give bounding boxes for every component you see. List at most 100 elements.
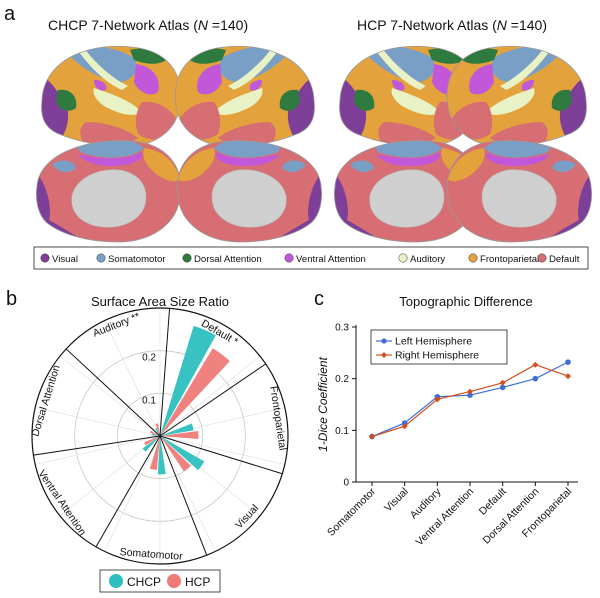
polar-rtick-2: 0.2 <box>142 353 156 364</box>
line-xtick-label-ventral-attention: Ventral Attention <box>414 486 477 549</box>
brain-medial-left-chcp <box>27 134 192 254</box>
line-ytick-label-3: 0.2 <box>335 374 349 385</box>
polar-category-ventral-attention: Ventral Attention <box>35 468 88 538</box>
line-legend-box <box>370 329 508 365</box>
polar-guide-line <box>59 355 161 437</box>
line-chart-title: Topographic Difference <box>399 294 532 309</box>
line-legend-marker-right-hemisphere <box>381 352 387 358</box>
polar-bar-hcp-visual <box>160 436 191 472</box>
legend-swatch-frontoparietal <box>468 253 478 263</box>
line-xtick-label-visual: Visual <box>382 486 411 515</box>
legend-label-ventral-attention: Ventral Attention <box>296 254 366 265</box>
line-legend-label-right-hemisphere: Right Hemisphere <box>395 350 479 362</box>
legend-swatch-somatomotor <box>96 253 106 263</box>
polar-category-somatomotor: Somatomotor <box>119 546 183 563</box>
polar-guide-line <box>35 435 161 465</box>
line-ytick-label-4: 0.3 <box>335 323 349 334</box>
panel-a-label: a <box>4 3 16 25</box>
polar-guide-line <box>159 355 261 437</box>
polar-bar-chcp-dorsal-attention <box>151 433 160 436</box>
legend-swatch-auditory <box>398 253 408 263</box>
polar-guide-line <box>35 407 161 437</box>
legend-label-dorsal-attention: Dorsal Attention <box>194 254 262 265</box>
polar-bar-chcp-auditory <box>155 428 160 436</box>
brain-medial-right-chcp <box>166 134 331 254</box>
legend-label-visual: Visual <box>52 254 78 265</box>
polar-sector-boundary <box>65 348 161 437</box>
polar-legend-swatch-hcp <box>167 574 181 588</box>
line-series-left-hemisphere <box>371 361 569 438</box>
legend-label-default: Default <box>549 254 580 265</box>
panel-c-label: c <box>314 288 324 310</box>
polar-bar-chcp-visual <box>160 436 205 471</box>
polar-sector-boundary <box>159 308 171 437</box>
line-point-right-hemisphere <box>565 373 571 380</box>
polar-legend-label-chcp: CHCP <box>127 575 161 589</box>
brain-lateral-right-chcp <box>162 38 327 158</box>
legend-label-frontoparietal: Frontoparietal <box>480 254 539 265</box>
polar-bar-chcp-frontoparietal <box>160 423 194 436</box>
line-point-right-hemisphere <box>369 433 375 440</box>
polar-rtick-1: 0.1 <box>142 395 156 406</box>
polar-bar-hcp-default <box>160 348 230 436</box>
polar-bar-hcp-ventral-attention <box>144 436 160 446</box>
polar-category-visual: Visual <box>233 502 261 531</box>
polar-sector-boundary <box>159 363 267 437</box>
polar-category-auditory: Auditory ** <box>91 310 142 339</box>
line-series-right-hemisphere <box>371 364 569 438</box>
polar-bar-hcp-somatomotor <box>149 436 160 470</box>
atlas-title-chcp: CHCP 7-Network Atlas (N =140) <box>48 17 248 33</box>
brain-lateral-left-chcp <box>29 38 194 158</box>
network-legend-box <box>33 246 589 270</box>
line-point-left-hemisphere <box>499 384 506 391</box>
network-legend: Visual Somatomotor Dorsal Attention Ventral… <box>40 253 580 265</box>
polar-legend: CHCP HCP <box>99 569 221 593</box>
line-point-right-hemisphere <box>467 388 473 395</box>
line-xtick-label-default: Default <box>477 486 509 518</box>
polar-bar-hcp-frontoparietal <box>160 430 199 439</box>
line-point-right-hemisphere <box>401 423 408 430</box>
polar-guide-line <box>159 435 285 465</box>
polar-legend-label-hcp: HCP <box>185 575 210 589</box>
polar-legend-box <box>99 569 221 593</box>
line-ylabel: 1-Dice Coefficient <box>316 356 330 451</box>
line-point-left-hemisphere <box>565 359 571 365</box>
line-point-left-hemisphere <box>532 375 539 382</box>
polar-bar-chcp-default <box>160 325 216 436</box>
legend-label-somatomotor: Somatomotor <box>108 254 166 265</box>
polar-sector-boundary <box>95 435 161 548</box>
line-xtick-label-somatomotor: Somatomotor <box>325 485 378 538</box>
polar-sector-boundary <box>33 435 161 456</box>
line-xtick-label-dorsal-attention: Dorsal Attention <box>481 486 542 547</box>
polar-sector-boundary <box>159 435 208 556</box>
polar-outer-circle <box>31 307 289 565</box>
polar-bar-hcp-dorsal-attention <box>149 430 160 436</box>
line-point-right-hemisphere <box>532 361 539 368</box>
legend-label-auditory: Auditory <box>410 254 445 265</box>
legend-swatch-ventral-attention <box>284 253 294 263</box>
panel-b-label: b <box>6 288 17 310</box>
legend-swatch-default <box>537 253 547 263</box>
legend-swatch-dorsal-attention <box>182 253 192 263</box>
polar-sector-boundary <box>159 435 283 475</box>
polar-category-frontoparietal: Frontoparietal <box>267 385 289 451</box>
line-point-right-hemisphere <box>434 396 441 403</box>
polar-bar-chcp-somatomotor <box>157 436 166 475</box>
polar-chart-title: Surface Area Size Ratio <box>91 294 229 309</box>
polar-bar-hcp-auditory <box>155 423 160 436</box>
atlas-title-hcp: HCP 7-Network Atlas (N =140) <box>357 17 547 33</box>
line-ytick-label-1: 0 <box>343 478 349 489</box>
polar-guide-line <box>104 435 161 552</box>
polar-legend-swatch-chcp <box>109 574 123 588</box>
polar-guide-line <box>159 435 216 552</box>
line-legend-marker-left-hemisphere <box>381 338 387 344</box>
polar-bar-chcp-ventral-attention <box>142 436 160 452</box>
line-point-left-hemisphere <box>467 392 473 399</box>
polar-category-dorsal-attention: Dorsal Attention <box>29 364 62 439</box>
legend-swatch-visual <box>40 253 50 263</box>
polar-guide-line <box>104 320 161 437</box>
line-ytick-label-2: 0.1 <box>335 426 349 437</box>
